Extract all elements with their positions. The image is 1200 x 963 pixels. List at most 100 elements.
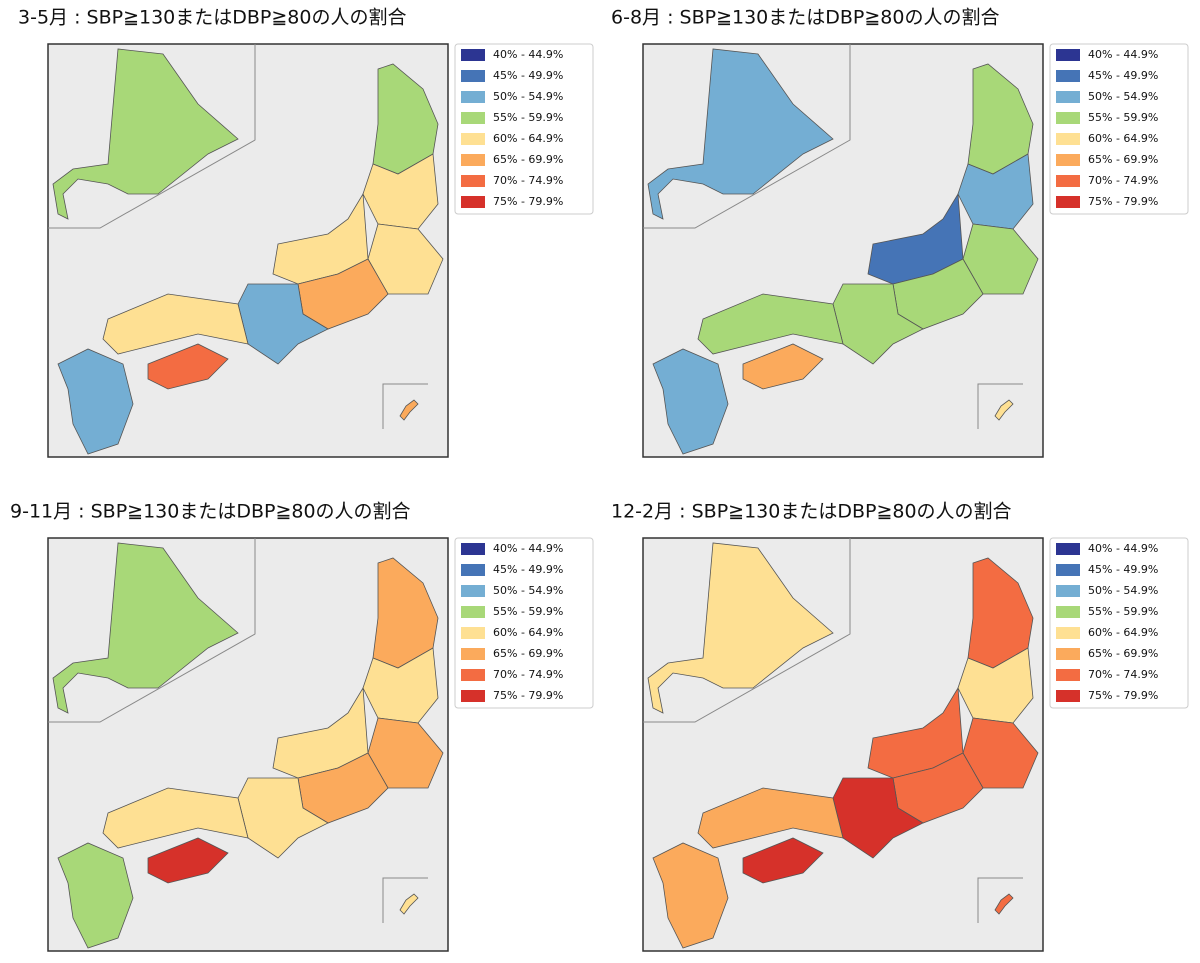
legend-label: 50% - 54.9% <box>493 584 563 597</box>
legend-label: 55% - 59.9% <box>1088 111 1158 124</box>
region-tohoku-south <box>362 153 439 230</box>
legend-label: 60% - 64.9% <box>1088 132 1158 145</box>
panel-title: 6-8月 : SBP≧130またはDBP≧80の人の割合 <box>611 7 999 29</box>
inset-divider <box>48 538 256 723</box>
legend-label: 40% - 44.9% <box>493 48 563 61</box>
legend-swatch <box>461 564 485 576</box>
legend-box <box>1049 537 1189 709</box>
inset-divider <box>643 44 851 229</box>
region-chugoku <box>102 293 249 355</box>
legend-swatch <box>461 112 485 124</box>
legend: 40% - 44.9% 45% - 49.9% 50% - 54.9% 55% - 5… <box>1049 537 1189 709</box>
map-panel: 9-11月 : SBP≧130またはDBP≧80の人の割合 40% - 44.9%… <box>10 501 594 952</box>
legend-label: 65% - 69.9% <box>1088 647 1158 660</box>
legend-swatch <box>461 70 485 82</box>
legend-box <box>454 537 594 709</box>
legend-label: 50% - 54.9% <box>1088 584 1158 597</box>
map-panel: 6-8月 : SBP≧130またはDBP≧80の人の割合 40% - 44.9%4… <box>611 7 1189 458</box>
panel-title: 9-11月 : SBP≧130またはDBP≧80の人の割合 <box>10 501 411 523</box>
legend-label: 50% - 54.9% <box>493 90 563 103</box>
inset-divider <box>382 383 428 429</box>
region-kyushu <box>57 348 134 455</box>
legend-label: 75% - 79.9% <box>1088 195 1158 208</box>
legend-swatch <box>1056 49 1080 61</box>
legend-swatch <box>461 690 485 702</box>
legend-label: 60% - 64.9% <box>493 132 563 145</box>
legend-label: 45% - 49.9% <box>493 563 563 576</box>
legend-box <box>454 43 594 215</box>
legend-label: 40% - 44.9% <box>493 542 563 555</box>
legend-swatch <box>461 648 485 660</box>
legend-label: 75% - 79.9% <box>1088 689 1158 702</box>
legend-swatch <box>461 133 485 145</box>
legend-swatch <box>1056 112 1080 124</box>
legend-swatch <box>1056 91 1080 103</box>
legend-label: 65% - 69.9% <box>493 153 563 166</box>
legend-swatch <box>1056 70 1080 82</box>
legend-label: 50% - 54.9% <box>1088 90 1158 103</box>
legend-label: 65% - 69.9% <box>1088 153 1158 166</box>
legend-label: 70% - 74.9% <box>493 668 563 681</box>
legend-label: 75% - 79.9% <box>493 689 563 702</box>
region-tohoku-south <box>957 647 1034 724</box>
legend-swatch <box>461 91 485 103</box>
region-tohoku-south <box>957 153 1034 230</box>
legend-swatch <box>461 49 485 61</box>
inset-divider <box>48 44 256 229</box>
legend-swatch <box>1056 175 1080 187</box>
legend-swatch <box>1056 669 1080 681</box>
region-chugoku <box>102 787 249 849</box>
region-okinawa <box>399 893 419 915</box>
legend-swatch <box>1056 606 1080 618</box>
map-panel: 3-5月 : SBP≧130またはDBP≧80の人の割合 40% - 44.9% 4… <box>18 7 594 458</box>
region-okinawa <box>994 893 1014 915</box>
region-kyushu <box>652 348 729 455</box>
legend: 40% - 44.9% 45% - 49.9% 50% - 54.9% 55% - 5… <box>454 537 594 709</box>
region-hokkaido <box>52 542 239 714</box>
region-chugoku <box>697 293 844 355</box>
legend-label: 45% - 49.9% <box>493 69 563 82</box>
inset-divider <box>643 538 851 723</box>
panel-title: 3-5月 : SBP≧130またはDBP≧80の人の割合 <box>18 7 406 29</box>
region-kyushu <box>57 842 134 949</box>
region-hokkaido <box>647 542 834 714</box>
region-okinawa <box>994 399 1014 421</box>
legend-label: 40% - 44.9% <box>1088 48 1158 61</box>
legend-swatch <box>461 154 485 166</box>
legend-swatch <box>1056 627 1080 639</box>
legend-label: 40% - 44.9% <box>1088 542 1158 555</box>
region-hokkaido <box>52 48 239 220</box>
region-kyushu <box>652 842 729 949</box>
legend-swatch <box>1056 543 1080 555</box>
map-panel: 12-2月 : SBP≧130またはDBP≧80の人の割合 40% - 44.9%… <box>611 501 1189 952</box>
region-shikoku <box>742 837 824 884</box>
inset-divider <box>977 877 1023 923</box>
legend-label: 70% - 74.9% <box>1088 174 1158 187</box>
legend-swatch <box>461 627 485 639</box>
legend-label: 60% - 64.9% <box>493 626 563 639</box>
legend-swatch <box>1056 133 1080 145</box>
legend-swatch <box>1056 154 1080 166</box>
region-okinawa <box>399 399 419 421</box>
region-shikoku <box>742 343 824 390</box>
legend-label: 70% - 74.9% <box>1088 668 1158 681</box>
region-shikoku <box>147 837 229 884</box>
legend-swatch <box>1056 564 1080 576</box>
legend-box <box>1049 43 1189 215</box>
legend-swatch <box>1056 690 1080 702</box>
region-chugoku <box>697 787 844 849</box>
legend-swatch <box>461 585 485 597</box>
legend-swatch <box>461 606 485 618</box>
region-tohoku-south <box>362 647 439 724</box>
region-shikoku <box>147 343 229 390</box>
legend-swatch <box>461 543 485 555</box>
legend-label: 55% - 59.9% <box>1088 605 1158 618</box>
inset-divider <box>382 877 428 923</box>
legend-label: 70% - 74.9% <box>493 174 563 187</box>
legend-label: 55% - 59.9% <box>493 605 563 618</box>
legend: 40% - 44.9% 45% - 49.9% 50% - 54.9% 55% - 5… <box>1049 43 1189 215</box>
legend-label: 45% - 49.9% <box>1088 563 1158 576</box>
legend-swatch <box>461 669 485 681</box>
legend-swatch <box>1056 196 1080 208</box>
